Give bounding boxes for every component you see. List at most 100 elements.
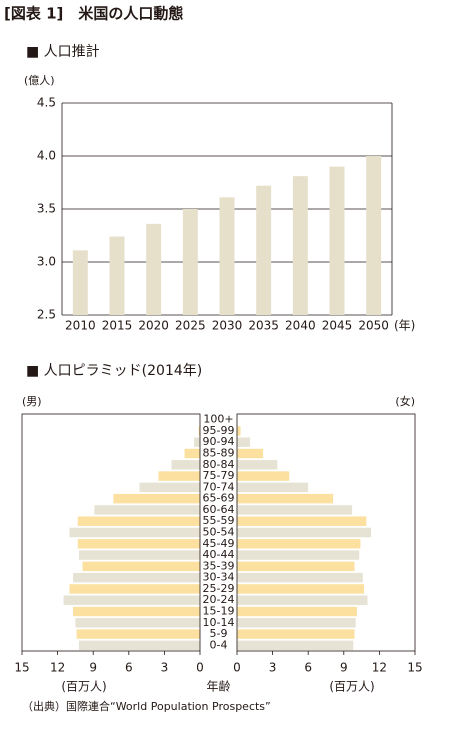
- bar: [219, 197, 235, 315]
- age-label: 0-4: [210, 638, 228, 651]
- bar-male: [75, 618, 200, 628]
- bar-male: [158, 471, 200, 481]
- age-label: 85-89: [203, 447, 235, 460]
- bar-female: [237, 539, 361, 549]
- bar-male: [139, 482, 200, 493]
- bar: [329, 166, 345, 315]
- bar: [256, 185, 272, 315]
- bar-female: [237, 550, 360, 560]
- chart-title: ■ 人口ピラミッド(2014年): [26, 363, 202, 379]
- bar-female: [237, 527, 372, 538]
- bar-male: [69, 584, 200, 594]
- bar-female: [237, 561, 355, 572]
- bar-female: [237, 595, 368, 605]
- x-tick-label: 2015: [102, 319, 133, 333]
- bar-female: [237, 482, 309, 493]
- bar-male: [78, 640, 200, 651]
- bar-female: [237, 426, 241, 436]
- bar: [292, 176, 308, 315]
- age-label: 30-34: [203, 571, 235, 584]
- x-tick-label: 15: [407, 661, 422, 675]
- x-tick-label: 12: [50, 661, 65, 675]
- x-tick-label: 6: [304, 661, 312, 675]
- age-label: 60-64: [203, 503, 235, 516]
- x-tick-label: 3: [161, 661, 169, 675]
- bar-male: [198, 426, 200, 436]
- y-tick-label: 2.5: [37, 308, 56, 322]
- bar-female: [237, 437, 251, 447]
- bar-male: [63, 595, 201, 605]
- age-label: 55-59: [203, 514, 235, 527]
- bar-female: [237, 618, 356, 628]
- page-title: [図表 1] 米国の人口動態: [4, 5, 183, 23]
- x-tick-label: 9: [89, 661, 97, 675]
- age-label: 95-99: [203, 424, 235, 437]
- bar-female: [237, 516, 367, 526]
- y-tick-label: 4.5: [37, 96, 56, 110]
- x-tick-label: 2030: [212, 319, 243, 333]
- age-label: 35-39: [203, 559, 235, 572]
- x-tick-label: 2010: [65, 319, 96, 333]
- bar-male: [73, 572, 200, 583]
- y-tick-label: 4.0: [37, 149, 56, 163]
- x-axis-label: (百万人): [329, 680, 374, 694]
- bar-male: [94, 505, 200, 515]
- bar-female: [237, 471, 290, 481]
- bar-male: [77, 516, 200, 526]
- age-label: 75-79: [203, 469, 235, 482]
- bar-male: [76, 629, 200, 639]
- center-label: 年齢: [206, 679, 230, 694]
- age-label: 100+: [203, 413, 233, 426]
- bar-female: [237, 640, 354, 651]
- chart-title: ■ 人口推計: [26, 44, 100, 60]
- bar-female: [237, 572, 363, 583]
- x-tick-label: 2020: [138, 319, 169, 333]
- bar: [182, 209, 198, 315]
- age-label: 15-19: [203, 605, 235, 618]
- bar-male: [78, 550, 200, 560]
- x-tick-label: 2035: [248, 319, 279, 333]
- age-label: 5-9: [210, 627, 228, 640]
- bar-male: [171, 460, 200, 470]
- bar-male: [77, 539, 200, 549]
- x-tick-label: 6: [125, 661, 133, 675]
- y-tick-label: 3.5: [37, 202, 56, 216]
- age-label: 25-29: [203, 582, 235, 595]
- bar-male: [82, 561, 200, 572]
- legend-male: (男): [22, 395, 42, 408]
- x-tick-label: 2025: [175, 319, 206, 333]
- age-label: 80-84: [203, 458, 235, 471]
- bar: [146, 223, 162, 315]
- bar-male: [69, 527, 200, 538]
- bar: [366, 156, 382, 315]
- bar-female: [237, 493, 334, 504]
- age-label: 65-69: [203, 492, 235, 505]
- age-label: 50-54: [203, 526, 235, 539]
- panel-frame: [236, 413, 416, 652]
- bar: [72, 250, 88, 315]
- x-tick-label: 3: [269, 661, 277, 675]
- bar-female: [237, 629, 355, 639]
- legend-female: (女): [395, 394, 415, 408]
- age-label: 40-44: [203, 548, 235, 561]
- x-axis-label: (百万人): [61, 680, 106, 694]
- bar-male: [184, 448, 200, 459]
- source-note: （出典）国際連合“World Population Prospects”: [22, 699, 271, 713]
- age-label: 20-24: [203, 593, 235, 606]
- bar: [109, 236, 125, 315]
- bar-male: [73, 606, 200, 617]
- bar-female: [237, 460, 278, 470]
- age-label: 45-49: [203, 537, 235, 550]
- y-axis-label: (億人): [24, 74, 55, 87]
- x-tick-label: 0: [233, 661, 241, 675]
- x-axis-label: (年): [394, 319, 415, 333]
- age-label: 10-14: [203, 616, 235, 629]
- x-tick-label: 0: [196, 661, 204, 675]
- panel-frame: [21, 413, 201, 652]
- bar-female: [237, 505, 353, 515]
- x-tick-label: 2040: [285, 319, 316, 333]
- bar-female: [237, 584, 364, 594]
- bar-female: [237, 606, 357, 617]
- age-label: 90-94: [203, 435, 235, 448]
